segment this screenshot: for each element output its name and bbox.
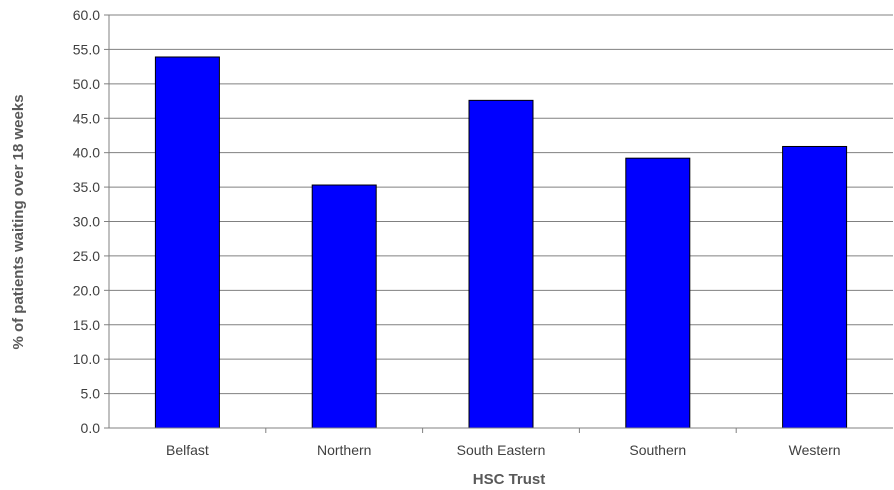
x-tick-label: Southern: [629, 442, 686, 458]
y-tick-label: 45.0: [73, 110, 100, 126]
y-tick-label: 55.0: [73, 41, 100, 57]
bar-western: [782, 145, 848, 429]
x-tick-label: Northern: [317, 442, 371, 458]
y-tick-label: 5.0: [81, 386, 101, 402]
y-tick-label: 30.0: [73, 214, 100, 230]
y-tick-label: 40.0: [73, 145, 100, 161]
y-tick-label: 35.0: [73, 179, 100, 195]
x-tick-label: South Eastern: [457, 442, 546, 458]
bar-south-eastern: [468, 99, 534, 429]
y-tick-label: 25.0: [73, 248, 100, 264]
bar-southern: [625, 157, 691, 429]
y-tick-labels: 0.0 5.0 10.0 15.0 20.0 25.0 30.0 35.0 40.0 45.0 50…: [73, 7, 100, 436]
x-tick-label: Belfast: [166, 442, 209, 458]
bar-northern: [311, 184, 377, 429]
y-tick-label: 60.0: [73, 7, 100, 23]
x-tick-label: Western: [789, 442, 841, 458]
y-tick-label: 50.0: [73, 76, 100, 92]
axes: [104, 14, 893, 433]
bars: [154, 56, 848, 429]
y-axis-title: % of patients waiting over 18 weeks: [10, 94, 27, 349]
x-axis-title: HSC Trust: [473, 471, 546, 488]
y-tick-label: 20.0: [73, 282, 100, 298]
x-tick-labels: Belfast Northern South Eastern Southern West…: [166, 442, 841, 458]
y-tick-label: 15.0: [73, 317, 100, 333]
y-tick-label: 0.0: [81, 420, 101, 436]
y-tick-label: 10.0: [73, 351, 100, 367]
bar-belfast: [154, 56, 220, 429]
